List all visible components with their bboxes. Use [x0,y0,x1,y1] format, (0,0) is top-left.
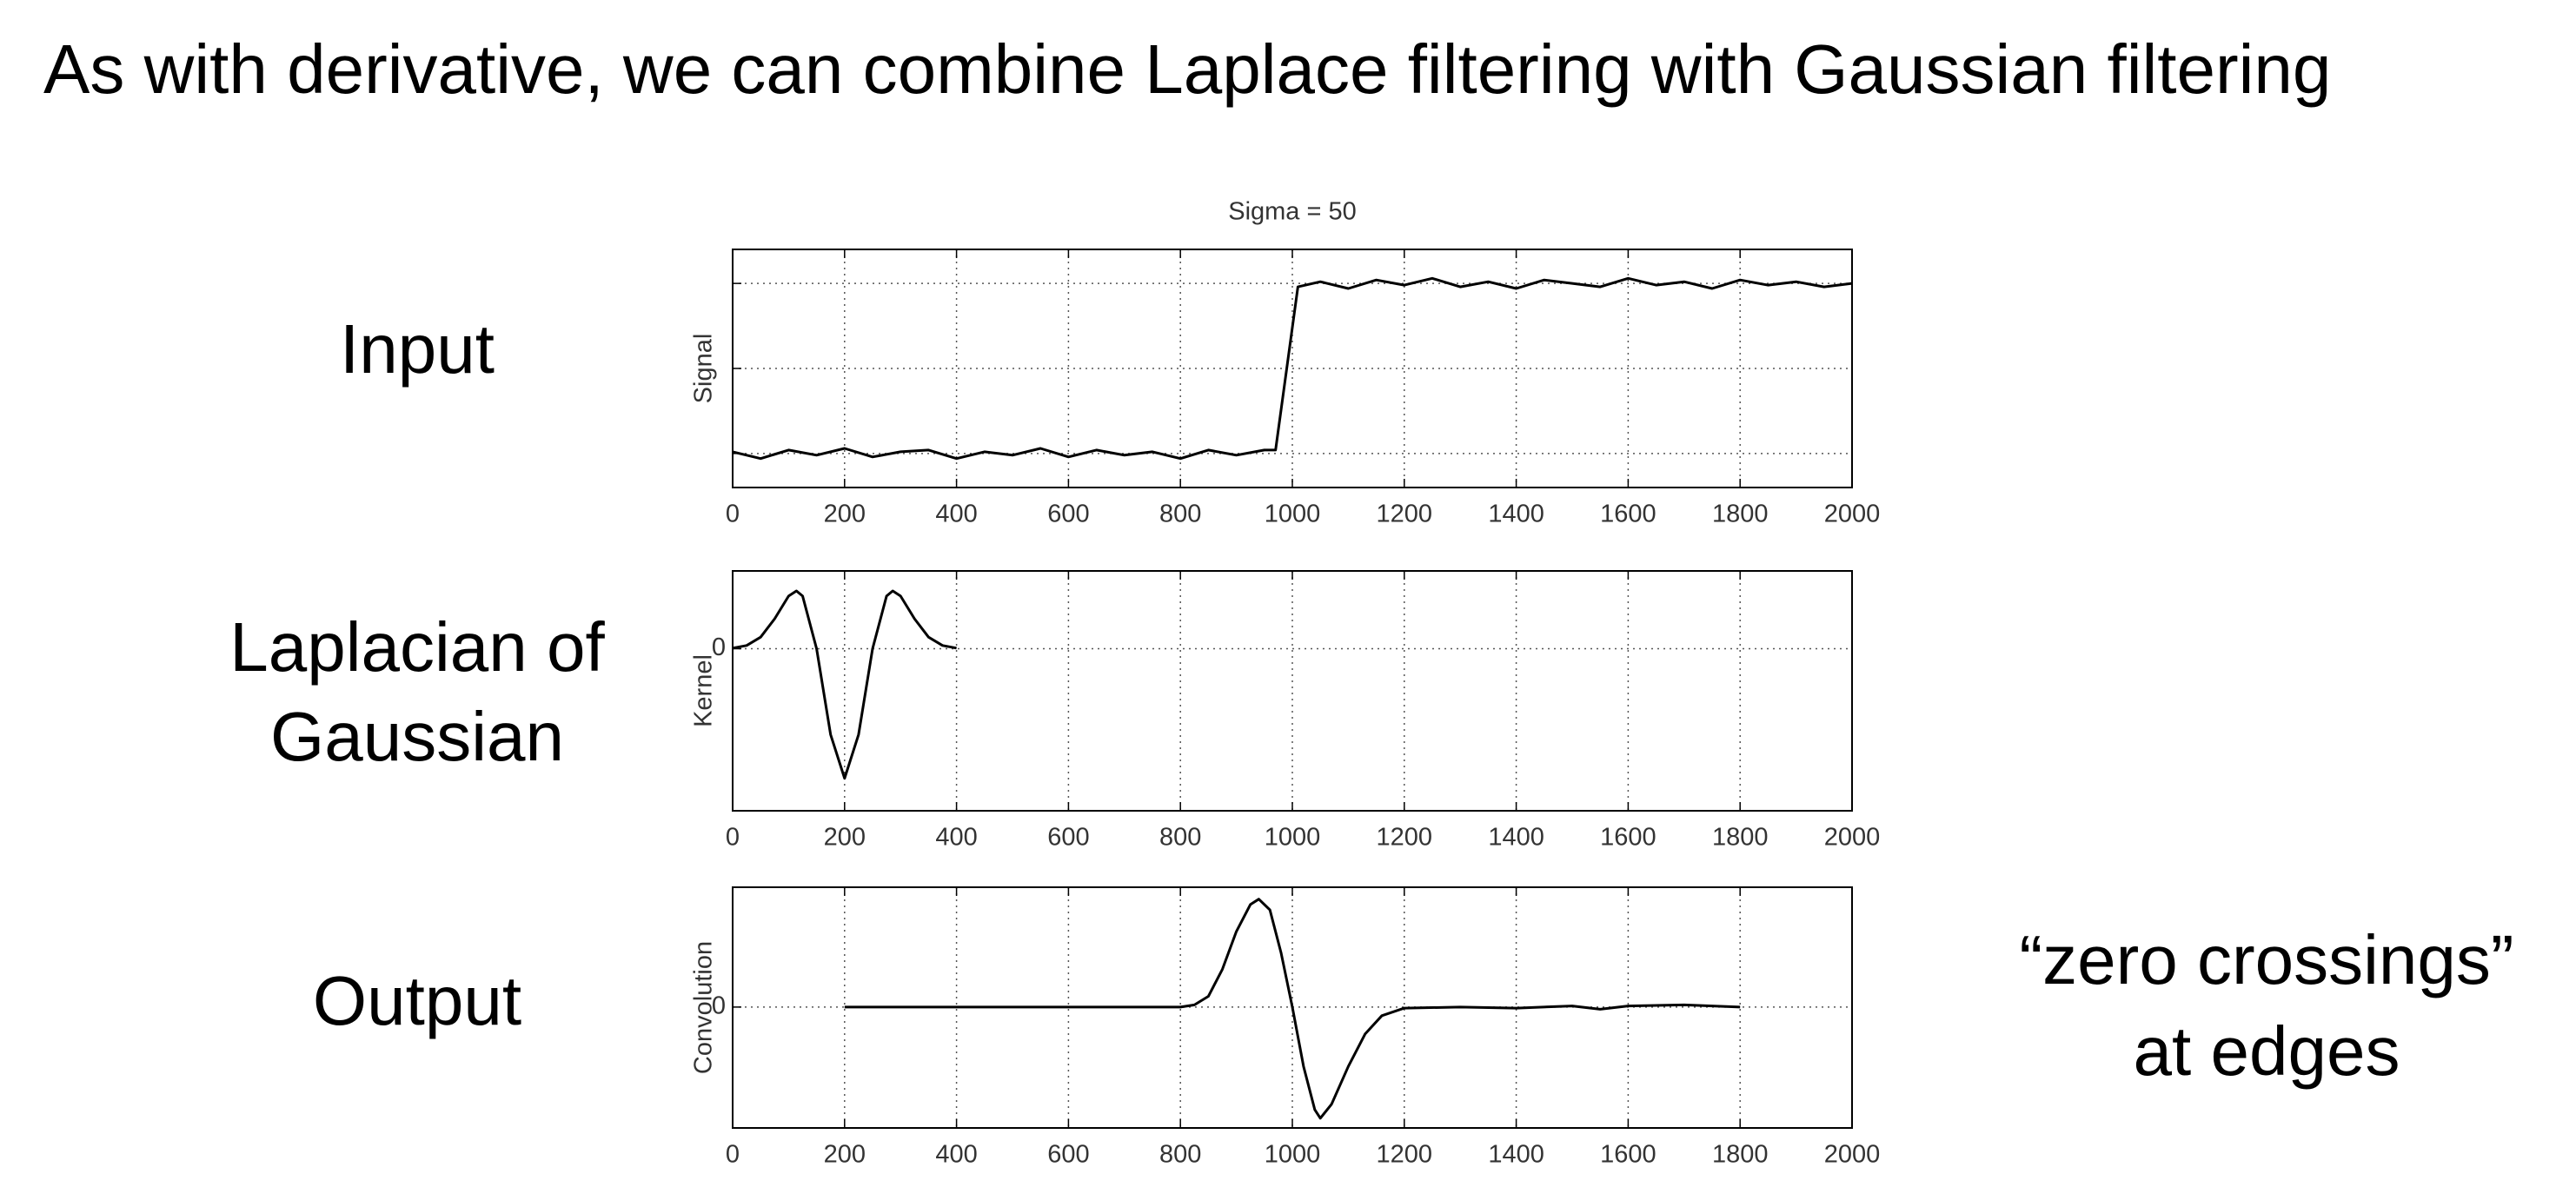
x-tick-label: 400 [935,1141,977,1169]
x-tick-label: 1000 [1265,824,1321,852]
x-tick-label: 200 [824,1141,866,1169]
note: “zero crossings” [2019,921,2513,998]
x-tick-label: 200 [824,501,866,528]
y-tick-label: 0 [712,992,726,1020]
x-tick-label: 600 [1047,824,1089,852]
x-tick-label: 0 [726,501,740,528]
x-tick-label: 600 [1047,1141,1089,1169]
x-tick-label: 400 [935,501,977,528]
y-tick-label: 0 [712,633,726,661]
plot-frame [732,570,1853,812]
y-axis-label: Signal [690,334,718,404]
x-tick-label: 1200 [1377,824,1433,852]
signal-line [732,276,1853,461]
chart: Sigma = 50 Signal 0 200 400 600 800 1000 1200 140… [690,198,1881,528]
x-tick-label: 1200 [1377,1141,1433,1169]
x-tick-label: 2000 [1824,1141,1881,1169]
row-label: Input [340,310,495,388]
row-label: Laplacian of [229,608,605,686]
x-tick-label: 800 [1159,824,1201,852]
x-tick-label: 1000 [1265,1141,1321,1169]
x-tick-label: 1800 [1712,501,1769,528]
signal-line [732,589,957,780]
row-label: Gaussian [270,698,564,775]
x-tick-label: 600 [1047,501,1089,528]
x-tick-label: 1400 [1488,824,1544,852]
x-tick-label: 800 [1159,501,1201,528]
x-tick-label: 800 [1159,1141,1201,1169]
slide-title: As with derivative, we can combine Lapla… [43,30,2331,108]
plot-frame [732,886,1853,1129]
x-tick-label: 0 [726,824,740,852]
x-tick-label: 1600 [1600,824,1656,852]
plot-frame [732,249,1853,488]
y-axis-label: Kernel [690,654,718,727]
x-tick-label: 2000 [1824,501,1881,528]
signal-line [844,898,1741,1120]
x-tick-label: 1400 [1488,501,1544,528]
note: at edges [2134,1012,2400,1090]
x-tick-label: 1200 [1377,501,1433,528]
x-tick-label: 1600 [1600,501,1656,528]
y-axis-label: Convolution [690,941,718,1074]
x-tick-label: 1600 [1600,1141,1656,1169]
x-tick-label: 200 [824,824,866,852]
x-tick-label: 400 [935,824,977,852]
x-tick-label: 1000 [1265,501,1321,528]
x-tick-label: 1400 [1488,1141,1544,1169]
x-tick-label: 2000 [1824,824,1881,852]
x-tick-label: 0 [726,1141,740,1169]
x-tick-label: 1800 [1712,1141,1769,1169]
chart-title: Sigma = 50 [1228,198,1357,226]
row-label: Output [313,962,521,1039]
x-tick-label: 1800 [1712,824,1769,852]
